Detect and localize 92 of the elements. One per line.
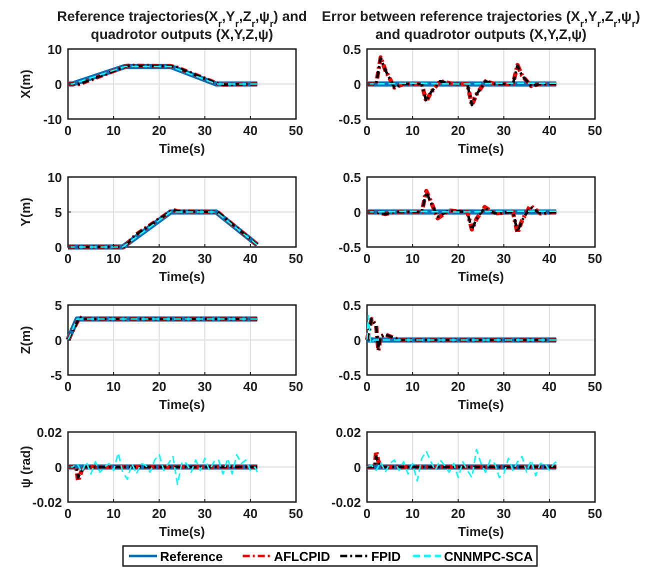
x-tick-label: 20	[450, 251, 466, 266]
y-tick-label: 0	[354, 205, 361, 220]
x-tick-label: 30	[496, 123, 512, 138]
x-tick-label: 10	[106, 506, 121, 521]
y-tick-label: 0.02	[36, 425, 62, 440]
x-tick-label: 50	[588, 506, 602, 521]
x-tick-label: 0	[363, 123, 371, 138]
y-tick-label: 0	[54, 460, 62, 475]
x-tick-label: 10	[405, 251, 420, 266]
x-tick-label: 10	[106, 251, 121, 266]
x-tick-label: 20	[450, 379, 466, 394]
y-tick-label: -5	[50, 368, 62, 383]
x-tick-label: 50	[588, 123, 602, 138]
x-tick-label: 20	[450, 123, 466, 138]
y-tick-label: 5	[54, 298, 62, 313]
x-axis-title: Time(s)	[159, 269, 205, 284]
x-tick-label: 50	[288, 251, 304, 266]
y-tick-label: 0.5	[342, 42, 361, 57]
chart-title: Error between reference trajectories (X$_{r}$,Y$_{r}$,Z$_{r}$,ψ$_{r}$) and quadrotor outputs (X,Y,Z,ψ)	[322, 8, 640, 42]
y-tick-label: -0.5	[338, 112, 361, 127]
x-axis-title: Time(s)	[159, 141, 205, 156]
legend-label: CNNMPC-SCA	[444, 549, 534, 564]
x-tick-label: 50	[588, 379, 602, 394]
x-tick-label: 0	[64, 123, 72, 138]
y-tick-label: -0.02	[32, 495, 62, 510]
x-tick-label: 50	[288, 123, 304, 138]
x-axis-title: Time(s)	[458, 524, 504, 539]
y-tick-label: -10	[43, 112, 62, 127]
x-tick-label: 10	[405, 379, 420, 394]
x-tick-label: 0	[64, 379, 72, 394]
x-tick-label: 30	[496, 379, 512, 394]
x-tick-label: 20	[152, 251, 166, 266]
x-axis-title: Time(s)	[159, 397, 205, 412]
x-tick-label: 20	[450, 506, 466, 521]
line-series	[67, 452, 258, 486]
x-tick-label: 40	[542, 123, 557, 138]
y-axis-title: Z(m)	[18, 326, 33, 354]
y-tick-label: 5	[54, 205, 62, 220]
y-tick-label: 0.5	[342, 170, 361, 185]
x-tick-label: 40	[243, 506, 258, 521]
x-tick-label: 40	[243, 379, 258, 394]
x-tick-label: 30	[198, 506, 212, 521]
y-tick-label: 0	[54, 240, 62, 255]
x-tick-label: 10	[106, 379, 121, 394]
x-tick-label: 20	[152, 123, 166, 138]
x-tick-label: 40	[243, 251, 258, 266]
y-tick-label: -0.5	[338, 368, 361, 383]
x-tick-label: 50	[288, 506, 304, 521]
x-tick-label: 0	[363, 379, 371, 394]
y-tick-label: 0	[54, 333, 62, 348]
y-tick-label: -0.02	[331, 495, 361, 510]
line-series	[366, 448, 557, 482]
x-axis-title: Time(s)	[159, 524, 205, 539]
x-tick-label: 40	[243, 123, 258, 138]
y-axis-title: Y(m)	[18, 198, 33, 226]
y-tick-label: 10	[48, 42, 62, 57]
x-tick-label: 30	[496, 506, 512, 521]
y-axis-title: X(m)	[18, 70, 33, 98]
legend-label: Reference	[160, 549, 223, 564]
chart-title: Reference trajectories(X$_{r}$,Y$_{r}$,Z$_{r}$,ψ$_{r}$) and quadrotor outputs (X,Y,Z,ψ)	[57, 8, 307, 42]
x-tick-label: 50	[588, 251, 602, 266]
y-tick-label: 10	[48, 170, 62, 185]
x-tick-label: 0	[363, 506, 371, 521]
x-axis-title: Time(s)	[458, 269, 504, 284]
y-tick-label: 0	[54, 77, 62, 92]
x-tick-label: 10	[405, 506, 420, 521]
y-tick-label: 0.5	[342, 298, 361, 313]
x-tick-label: 40	[542, 506, 557, 521]
x-tick-label: 10	[405, 123, 420, 138]
x-tick-label: 0	[64, 251, 72, 266]
x-tick-label: 0	[363, 251, 371, 266]
legend-label: FPID	[371, 549, 401, 564]
x-tick-label: 30	[198, 379, 212, 394]
y-tick-label: 0	[354, 77, 361, 92]
x-tick-label: 20	[152, 506, 166, 521]
x-tick-label: 30	[198, 123, 212, 138]
x-tick-label: 10	[106, 123, 121, 138]
x-tick-label: 0	[64, 506, 72, 521]
y-tick-label: 0	[354, 460, 361, 475]
x-tick-label: 40	[542, 251, 557, 266]
y-tick-label: 0.02	[336, 425, 361, 440]
x-tick-label: 20	[152, 379, 166, 394]
x-axis-title: Time(s)	[458, 141, 504, 156]
x-tick-label: 40	[542, 379, 557, 394]
x-tick-label: 50	[288, 379, 304, 394]
y-axis-title: ψ (rad)	[18, 446, 33, 488]
x-tick-label: 30	[496, 251, 512, 266]
y-tick-label: 0	[354, 333, 361, 348]
x-tick-label: 30	[198, 251, 212, 266]
y-tick-label: -0.5	[338, 240, 361, 255]
legend-label: AFLCPID	[274, 549, 330, 564]
x-axis-title: Time(s)	[458, 397, 504, 412]
